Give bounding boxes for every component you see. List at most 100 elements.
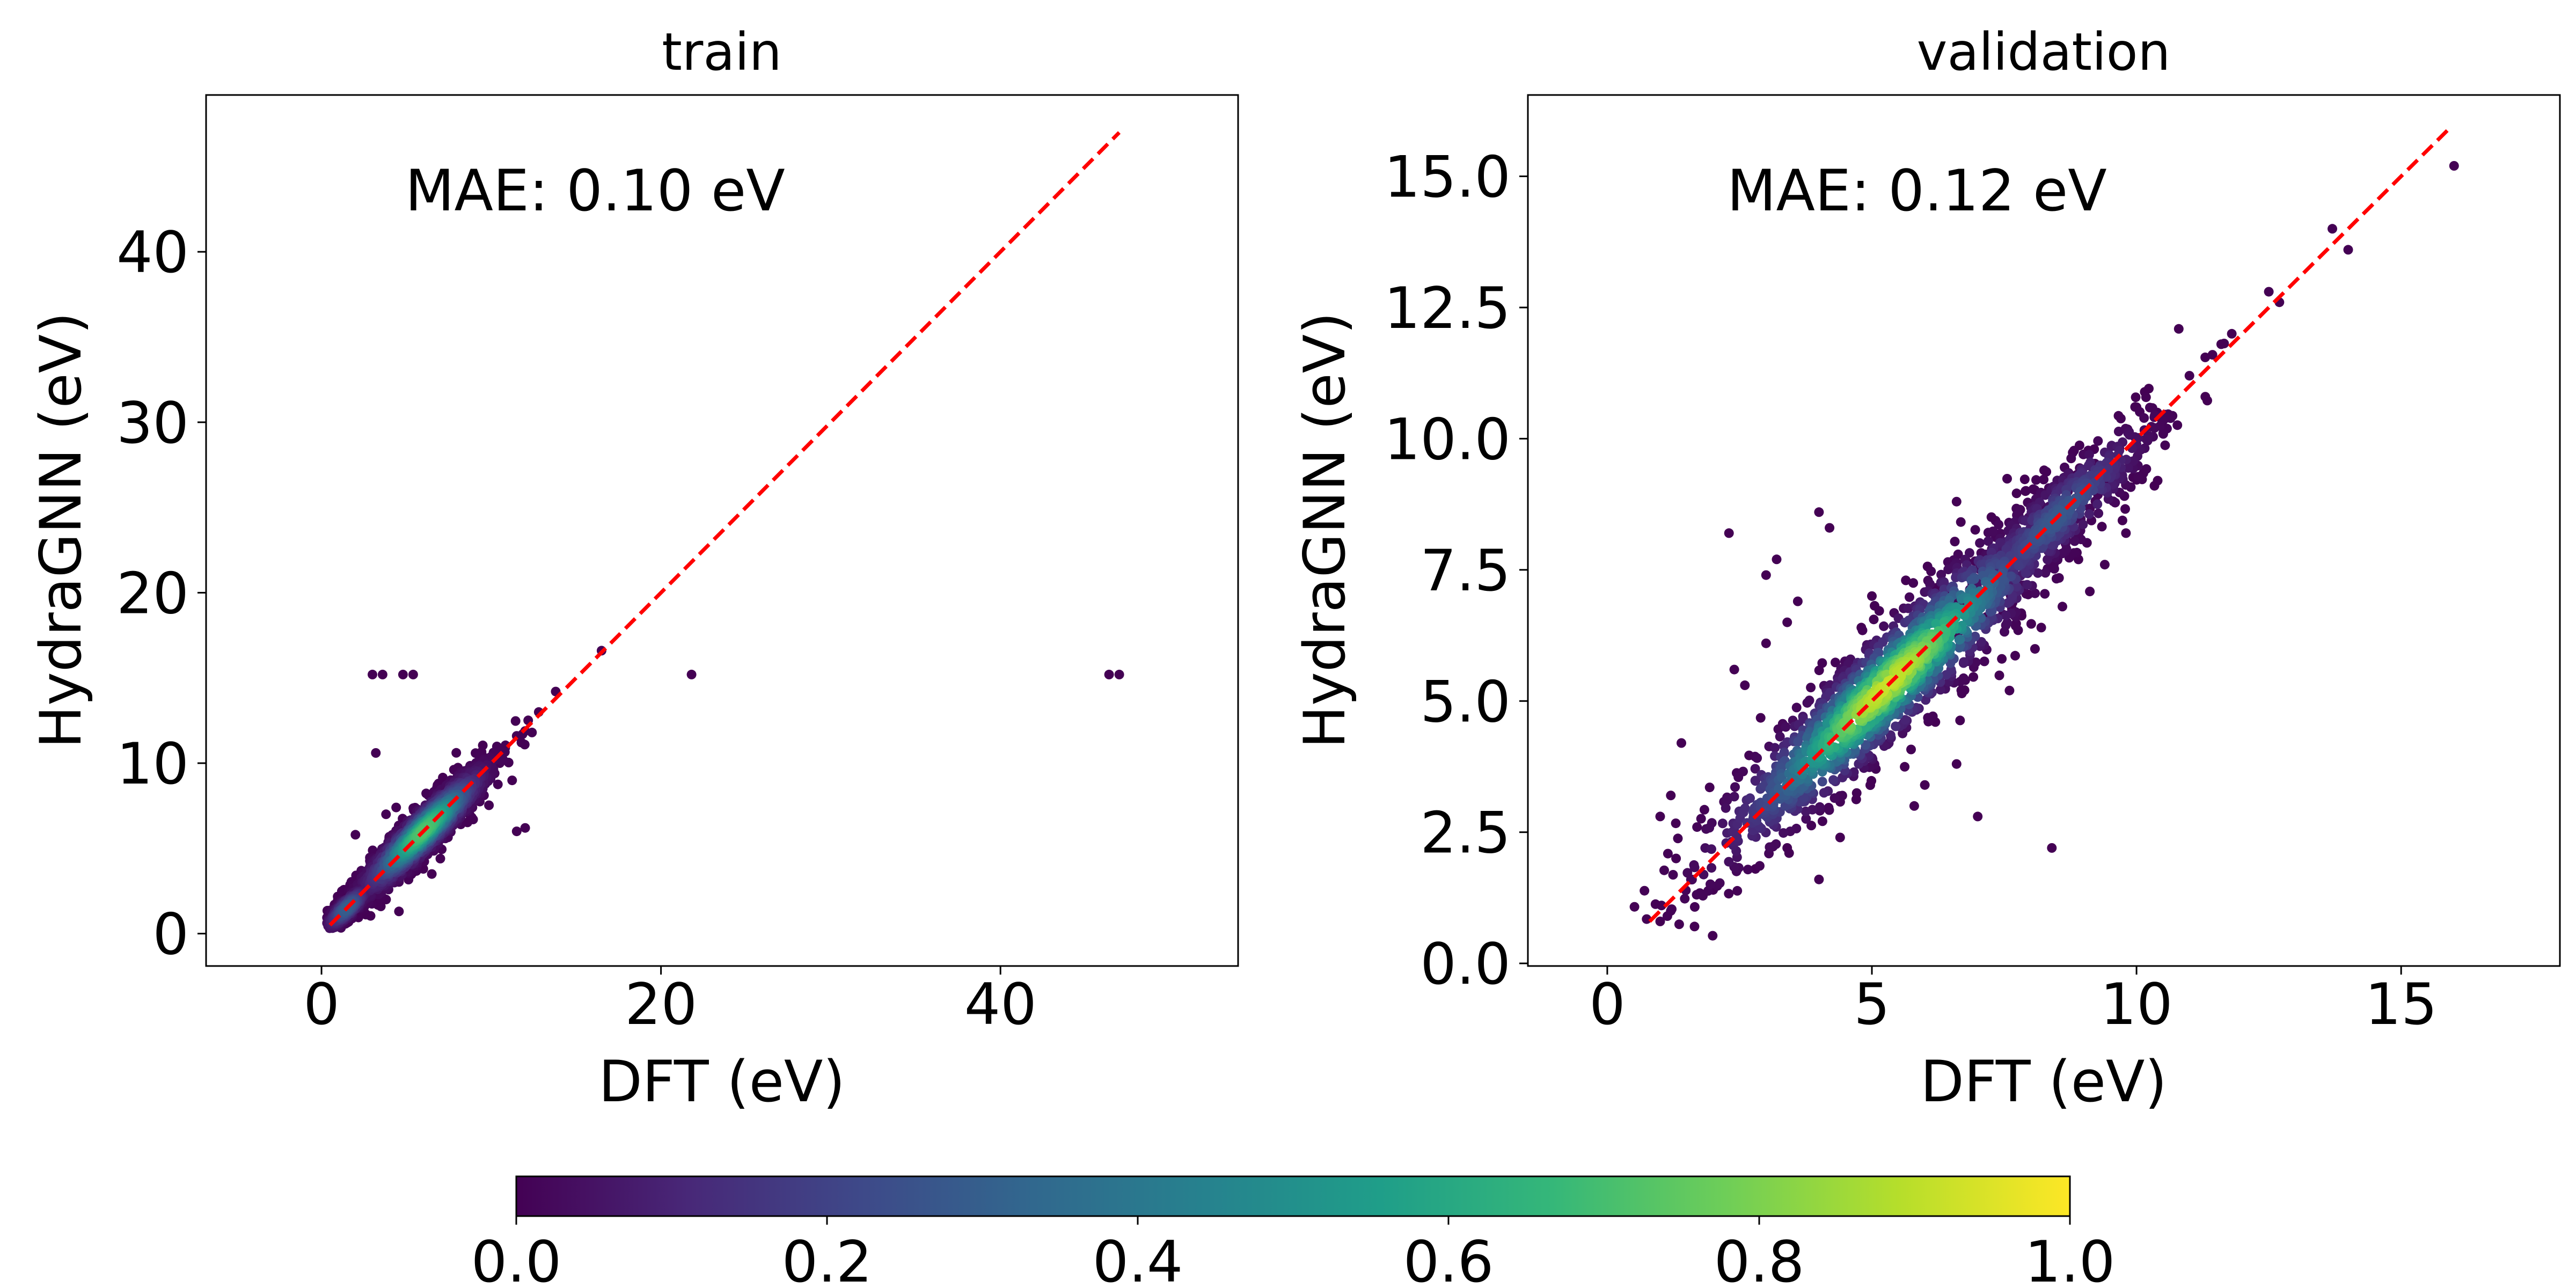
validation-point [1724, 857, 1734, 867]
validation-point [1791, 702, 1802, 713]
validation-point [1752, 753, 1762, 763]
validation-point [1738, 766, 1748, 777]
validation-point [1755, 713, 1766, 723]
validation-point [1979, 656, 1989, 667]
train-point [408, 669, 418, 679]
validation-point [1831, 657, 1840, 668]
train-y-tick-label: 10 [116, 731, 189, 797]
colorbar-tick-label: 0.8 [1714, 1229, 1805, 1288]
validation-point [2219, 339, 2229, 349]
validation-point [2030, 588, 2040, 598]
colorbar-tick-label: 0.6 [1403, 1229, 1494, 1288]
validation-point [1761, 638, 1771, 648]
train-point [1104, 669, 1114, 679]
train-point [427, 869, 437, 879]
validation-point [2058, 602, 2067, 612]
validation-point [1801, 814, 1811, 824]
train-point [391, 802, 401, 813]
validation-point [2041, 467, 2052, 477]
validation-point [1909, 801, 1919, 811]
validation-point [1722, 795, 1732, 806]
validation-point [1689, 921, 1700, 932]
validation-point [2141, 434, 2151, 444]
validation-point [1657, 901, 1666, 911]
validation-point [2093, 436, 2103, 446]
validation-point [2174, 324, 2184, 334]
train-point [516, 737, 526, 748]
validation-point [1792, 596, 1803, 606]
validation-point [2040, 589, 2050, 599]
validation-points [1629, 161, 2459, 941]
validation-y-tick-label: 7.5 [1420, 538, 1511, 604]
validation-point [1667, 904, 1677, 914]
validation-y-ticks: 0.0 2.5 5.0 7.5 10.0 12.5 15.0 [1384, 144, 1528, 997]
train-y-tick-label: 20 [116, 560, 189, 626]
validation-point [2200, 352, 2211, 362]
validation-point [2002, 618, 2012, 628]
validation-point [2449, 161, 2459, 171]
validation-point [1708, 931, 1718, 941]
validation-point [2184, 371, 2194, 381]
validation-point [1640, 885, 1650, 896]
validation-point [2141, 392, 2151, 402]
train-point [511, 826, 522, 837]
validation-point [1659, 865, 1669, 875]
validation-point [1819, 788, 1829, 798]
validation-point [1689, 902, 1700, 912]
train-panel: train 0 20 40 0 10 20 30 40 MAE: 0.10 eV DFT (… [28, 22, 1239, 1115]
validation-point [1655, 811, 1665, 822]
validation-point [1689, 862, 1700, 873]
validation-y-tick-label: 0.0 [1420, 931, 1511, 997]
validation-point [1666, 791, 1676, 801]
validation-point [1721, 803, 1731, 813]
validation-point [1784, 848, 1794, 858]
validation-point [1629, 902, 1640, 912]
colorbar-ticks: 0.0 0.2 0.4 0.6 0.8 1.0 [471, 1216, 2116, 1288]
validation-x-tick-label: 0 [1589, 971, 1625, 1037]
validation-point [2328, 224, 2337, 234]
train-point [451, 748, 462, 758]
train-y-tick-label: 30 [116, 390, 189, 456]
validation-panel: validation 0 5 10 15 0.0 2.5 5.0 7.5 10.0 12.5 15… [1292, 22, 2561, 1115]
validation-point [1740, 680, 1750, 690]
validation-point [1869, 614, 1879, 625]
validation-point [1668, 870, 1678, 880]
validation-point [2139, 413, 2149, 423]
validation-point [1994, 670, 2004, 680]
validation-point [1975, 538, 1985, 548]
validation-point [1867, 591, 1877, 601]
validation-point [2026, 619, 2036, 629]
validation-point [1814, 802, 1825, 812]
validation-point [1801, 806, 1811, 816]
validation-point [1692, 822, 1702, 832]
validation-point [1704, 782, 1715, 793]
train-axes-frame [205, 94, 1239, 967]
validation-point [1908, 578, 1919, 588]
validation-point [2010, 650, 2020, 661]
validation-point [1793, 737, 1803, 747]
validation-point [1677, 738, 1686, 748]
validation-point [1983, 536, 1993, 546]
validation-point [1968, 672, 1979, 682]
validation-point [1729, 792, 1739, 802]
train-point [686, 669, 697, 679]
validation-point [1970, 525, 1980, 535]
validation-point [2039, 474, 2049, 485]
validation-x-tick-label: 5 [1854, 971, 1890, 1037]
validation-point [1755, 861, 1765, 871]
validation-point [1773, 784, 1783, 794]
colorbar-tick-label: 1.0 [2025, 1229, 2116, 1288]
validation-point [2092, 499, 2103, 509]
validation-point [1926, 566, 1936, 576]
validation-point [2099, 560, 2110, 570]
validation-point [1977, 637, 1986, 647]
validation-point [1779, 748, 1789, 758]
validation-point [2160, 440, 2170, 450]
validation-point [2084, 509, 2094, 519]
validation-point [2040, 568, 2051, 578]
validation-point [1717, 818, 1728, 829]
validation-y-tick-label: 12.5 [1384, 275, 1511, 341]
validation-point [1671, 818, 1681, 829]
validation-point [2011, 488, 2022, 499]
validation-point [1655, 916, 1665, 926]
